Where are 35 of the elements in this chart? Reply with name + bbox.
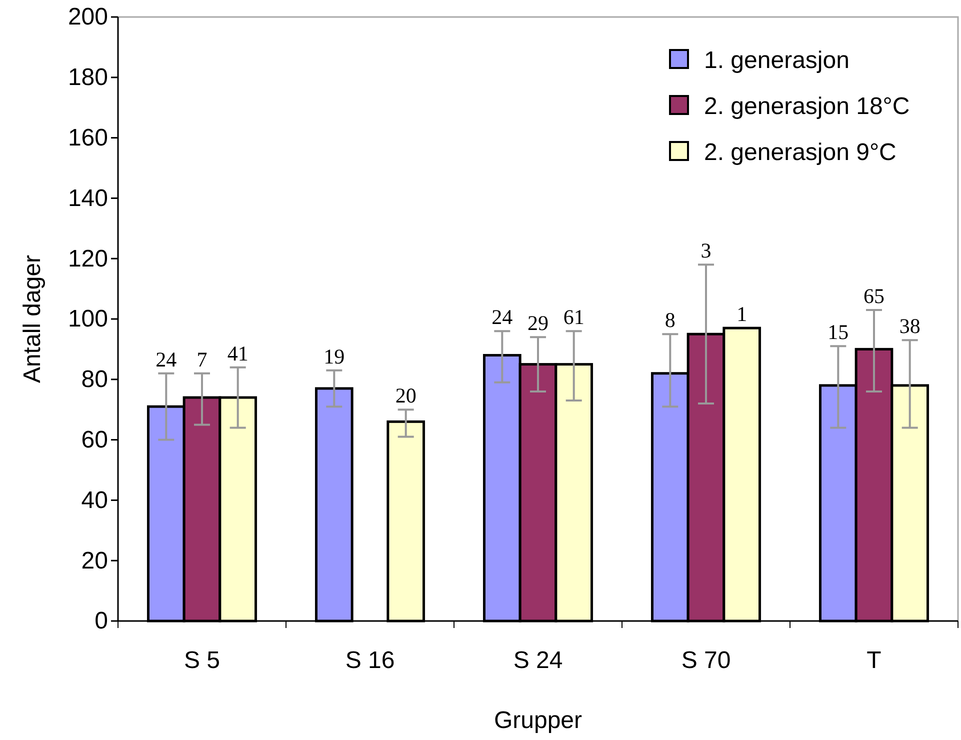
annotation: 8 (664, 308, 676, 332)
annotation: 29 (528, 311, 548, 336)
y-tick-label: 160 (68, 124, 108, 152)
annotation: 65 (864, 284, 884, 308)
x-tick-label: S 16 (345, 647, 395, 674)
annotation: 61 (563, 305, 584, 330)
y-tick-label: 120 (68, 245, 108, 272)
y-tick-label: 0 (94, 608, 108, 635)
x-axis-title: Grupper (494, 707, 582, 734)
y-tick-label: 60 (81, 426, 108, 454)
x-tick-label: S 5 (184, 647, 220, 674)
legend-label: 2. generasjon 9°C (704, 139, 896, 166)
annotation: 41 (227, 341, 248, 366)
annotation: 38 (899, 314, 920, 338)
y-tick-label: 100 (68, 306, 108, 333)
annotation: 24 (156, 347, 178, 372)
y-tick-label: 20 (81, 547, 108, 574)
x-tick-label: S 24 (513, 647, 563, 674)
y-axis-title: Antall dager (19, 254, 46, 384)
y-tick-label: 80 (81, 366, 108, 394)
annotation: 24 (492, 305, 514, 330)
annotation: 20 (395, 384, 416, 408)
x-tick-label: S 70 (681, 647, 731, 674)
annotation: 1 (736, 302, 748, 326)
x-tick-label: T (866, 647, 882, 674)
y-tick-label: 200 (68, 4, 108, 31)
annotation: 19 (324, 344, 345, 368)
y-tick-label: 40 (81, 486, 108, 514)
legend-label: 2. generasjon 18°C (704, 93, 910, 120)
annotation: 15 (828, 320, 849, 344)
annotation: 7 (196, 347, 208, 372)
y-tick-label: 180 (68, 64, 108, 92)
annotation: 3 (700, 238, 712, 263)
legend-label: 1. generasjon (704, 47, 850, 74)
y-tick-label: 140 (68, 184, 108, 212)
